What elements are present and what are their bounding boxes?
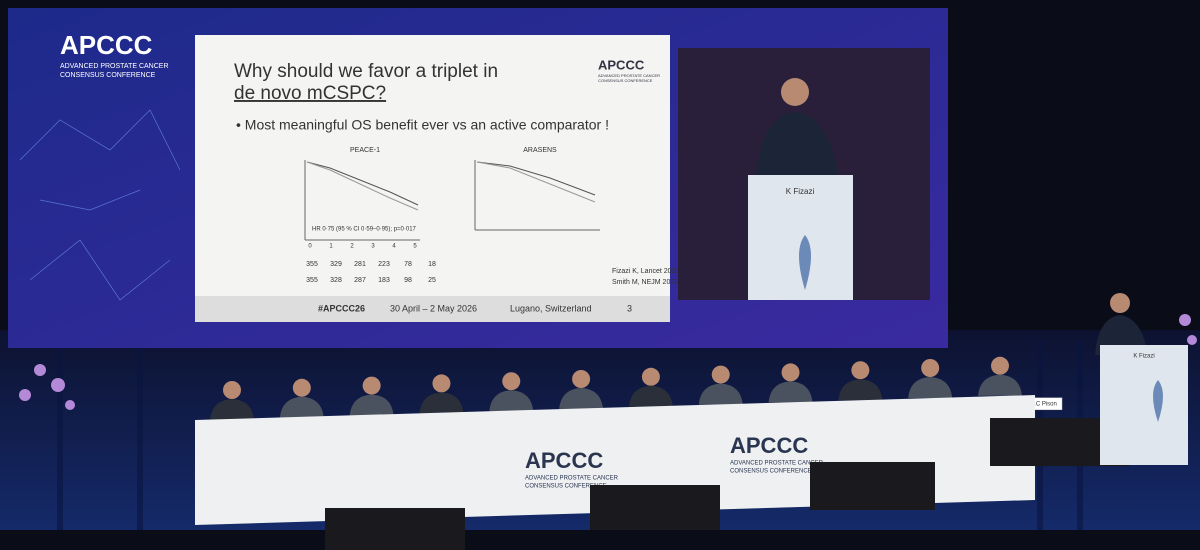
panelist-body [349, 394, 394, 416]
slide-footer-text: 3 [627, 303, 632, 313]
panelist-head [362, 376, 381, 395]
slide-title: Why should we favor a triplet in [234, 61, 498, 82]
slide-bullet: • Most meaningful OS benefit ever vs an … [236, 117, 609, 133]
panelist-head [572, 370, 591, 388]
risk-number: 328 [330, 277, 342, 284]
panelist-body [908, 377, 953, 398]
slide-footer [195, 296, 670, 322]
reference: Fizazi K, Lancet 2022 [612, 268, 679, 275]
plot-title: PEACE-1 [350, 147, 380, 154]
video-lectern-label: K Fizazi [786, 187, 815, 196]
ribbon [799, 235, 811, 290]
plot-x-label: 1 [329, 244, 333, 250]
plot-title: ARASENS [523, 147, 557, 154]
slide-footer-text: #APCCC26 [318, 303, 365, 313]
panelist-body [419, 392, 464, 414]
panelist-body [698, 383, 743, 405]
panelist-head [641, 367, 660, 386]
reference: Smith M, NEJM 2022 [612, 279, 678, 286]
panelist-head [502, 372, 521, 391]
slide-logo-subtitle: CONSENSUS CONFERENCE [598, 78, 653, 83]
panelist-body [628, 385, 673, 407]
ribbon [1153, 380, 1163, 422]
panelist-body [559, 388, 604, 409]
screen-logo-subtitle: ADVANCED PROSTATE CANCER [60, 63, 169, 70]
plot-annotation: HR 0·75 (95 % CI 0·59–0·95); p=0·017 [312, 227, 417, 233]
plot-x-label: 2 [350, 244, 354, 250]
name-card-text: D.M.C Pison [1023, 401, 1057, 407]
video-lectern [748, 175, 853, 300]
panelist-body [768, 381, 813, 403]
table-logo-subtitle: CONSENSUS CONFERENCE [525, 484, 607, 490]
table-logo: APCCC [525, 448, 603, 473]
panelist-body [279, 396, 324, 418]
panelist-body [489, 390, 534, 412]
plot-x-label: 0 [308, 244, 312, 250]
slide-logo: APCCC [598, 57, 645, 72]
speaker-head [781, 78, 809, 106]
panelist-head [432, 374, 451, 393]
panelist-body [978, 374, 1022, 396]
table-logo: APCCC [730, 433, 808, 458]
speaker-body [755, 112, 840, 185]
table-logo-subtitle: ADVANCED PROSTATE CANCER [525, 476, 619, 482]
risk-number: 98 [404, 277, 412, 284]
risk-number: 355 [306, 277, 318, 284]
risk-number: 18 [428, 261, 436, 268]
lectern-label: K Fizazi [1133, 354, 1154, 360]
screen-logo: APCCC [60, 30, 153, 60]
risk-number: 355 [306, 261, 318, 268]
risk-number: 281 [354, 261, 366, 268]
slide-logo-subtitle: ADVANCED PROSTATE CANCER [598, 73, 660, 78]
panelist-head [781, 363, 800, 382]
slide-footer-text: 30 April – 2 May 2026 [390, 303, 477, 313]
lectern [1100, 345, 1188, 465]
flowers [19, 314, 1197, 410]
panelist-body [210, 399, 254, 420]
slide [195, 35, 670, 322]
risk-number: 223 [378, 261, 390, 268]
slide-title: de novo mCSPC? [234, 83, 386, 104]
km-curves [304, 160, 600, 241]
panelist-head [223, 381, 241, 399]
plot-x-label: 3 [371, 244, 375, 250]
risk-number: 287 [354, 277, 366, 284]
risk-number: 78 [404, 261, 412, 268]
risk-number: 183 [378, 277, 390, 284]
screen-logo-subtitle: CONSENSUS CONFERENCE [60, 72, 156, 79]
panelist-body [838, 379, 883, 401]
slide-footer-text: Lugano, Switzerland [510, 303, 592, 313]
plot-x-label: 4 [392, 244, 396, 250]
panelist-head [921, 359, 940, 377]
table-logo-subtitle: ADVANCED PROSTATE CANCER [730, 461, 824, 467]
panelist-head [711, 365, 730, 384]
panelist-head [851, 361, 870, 380]
plot-x-label: 5 [413, 244, 417, 250]
risk-number: 329 [330, 261, 342, 268]
panelist-head [292, 378, 311, 397]
table-logo-subtitle: CONSENSUS CONFERENCE [730, 469, 812, 475]
speaker-head [1110, 293, 1130, 313]
panelist-head [991, 356, 1009, 375]
risk-number: 25 [428, 277, 436, 284]
network-pattern [19, 109, 181, 301]
